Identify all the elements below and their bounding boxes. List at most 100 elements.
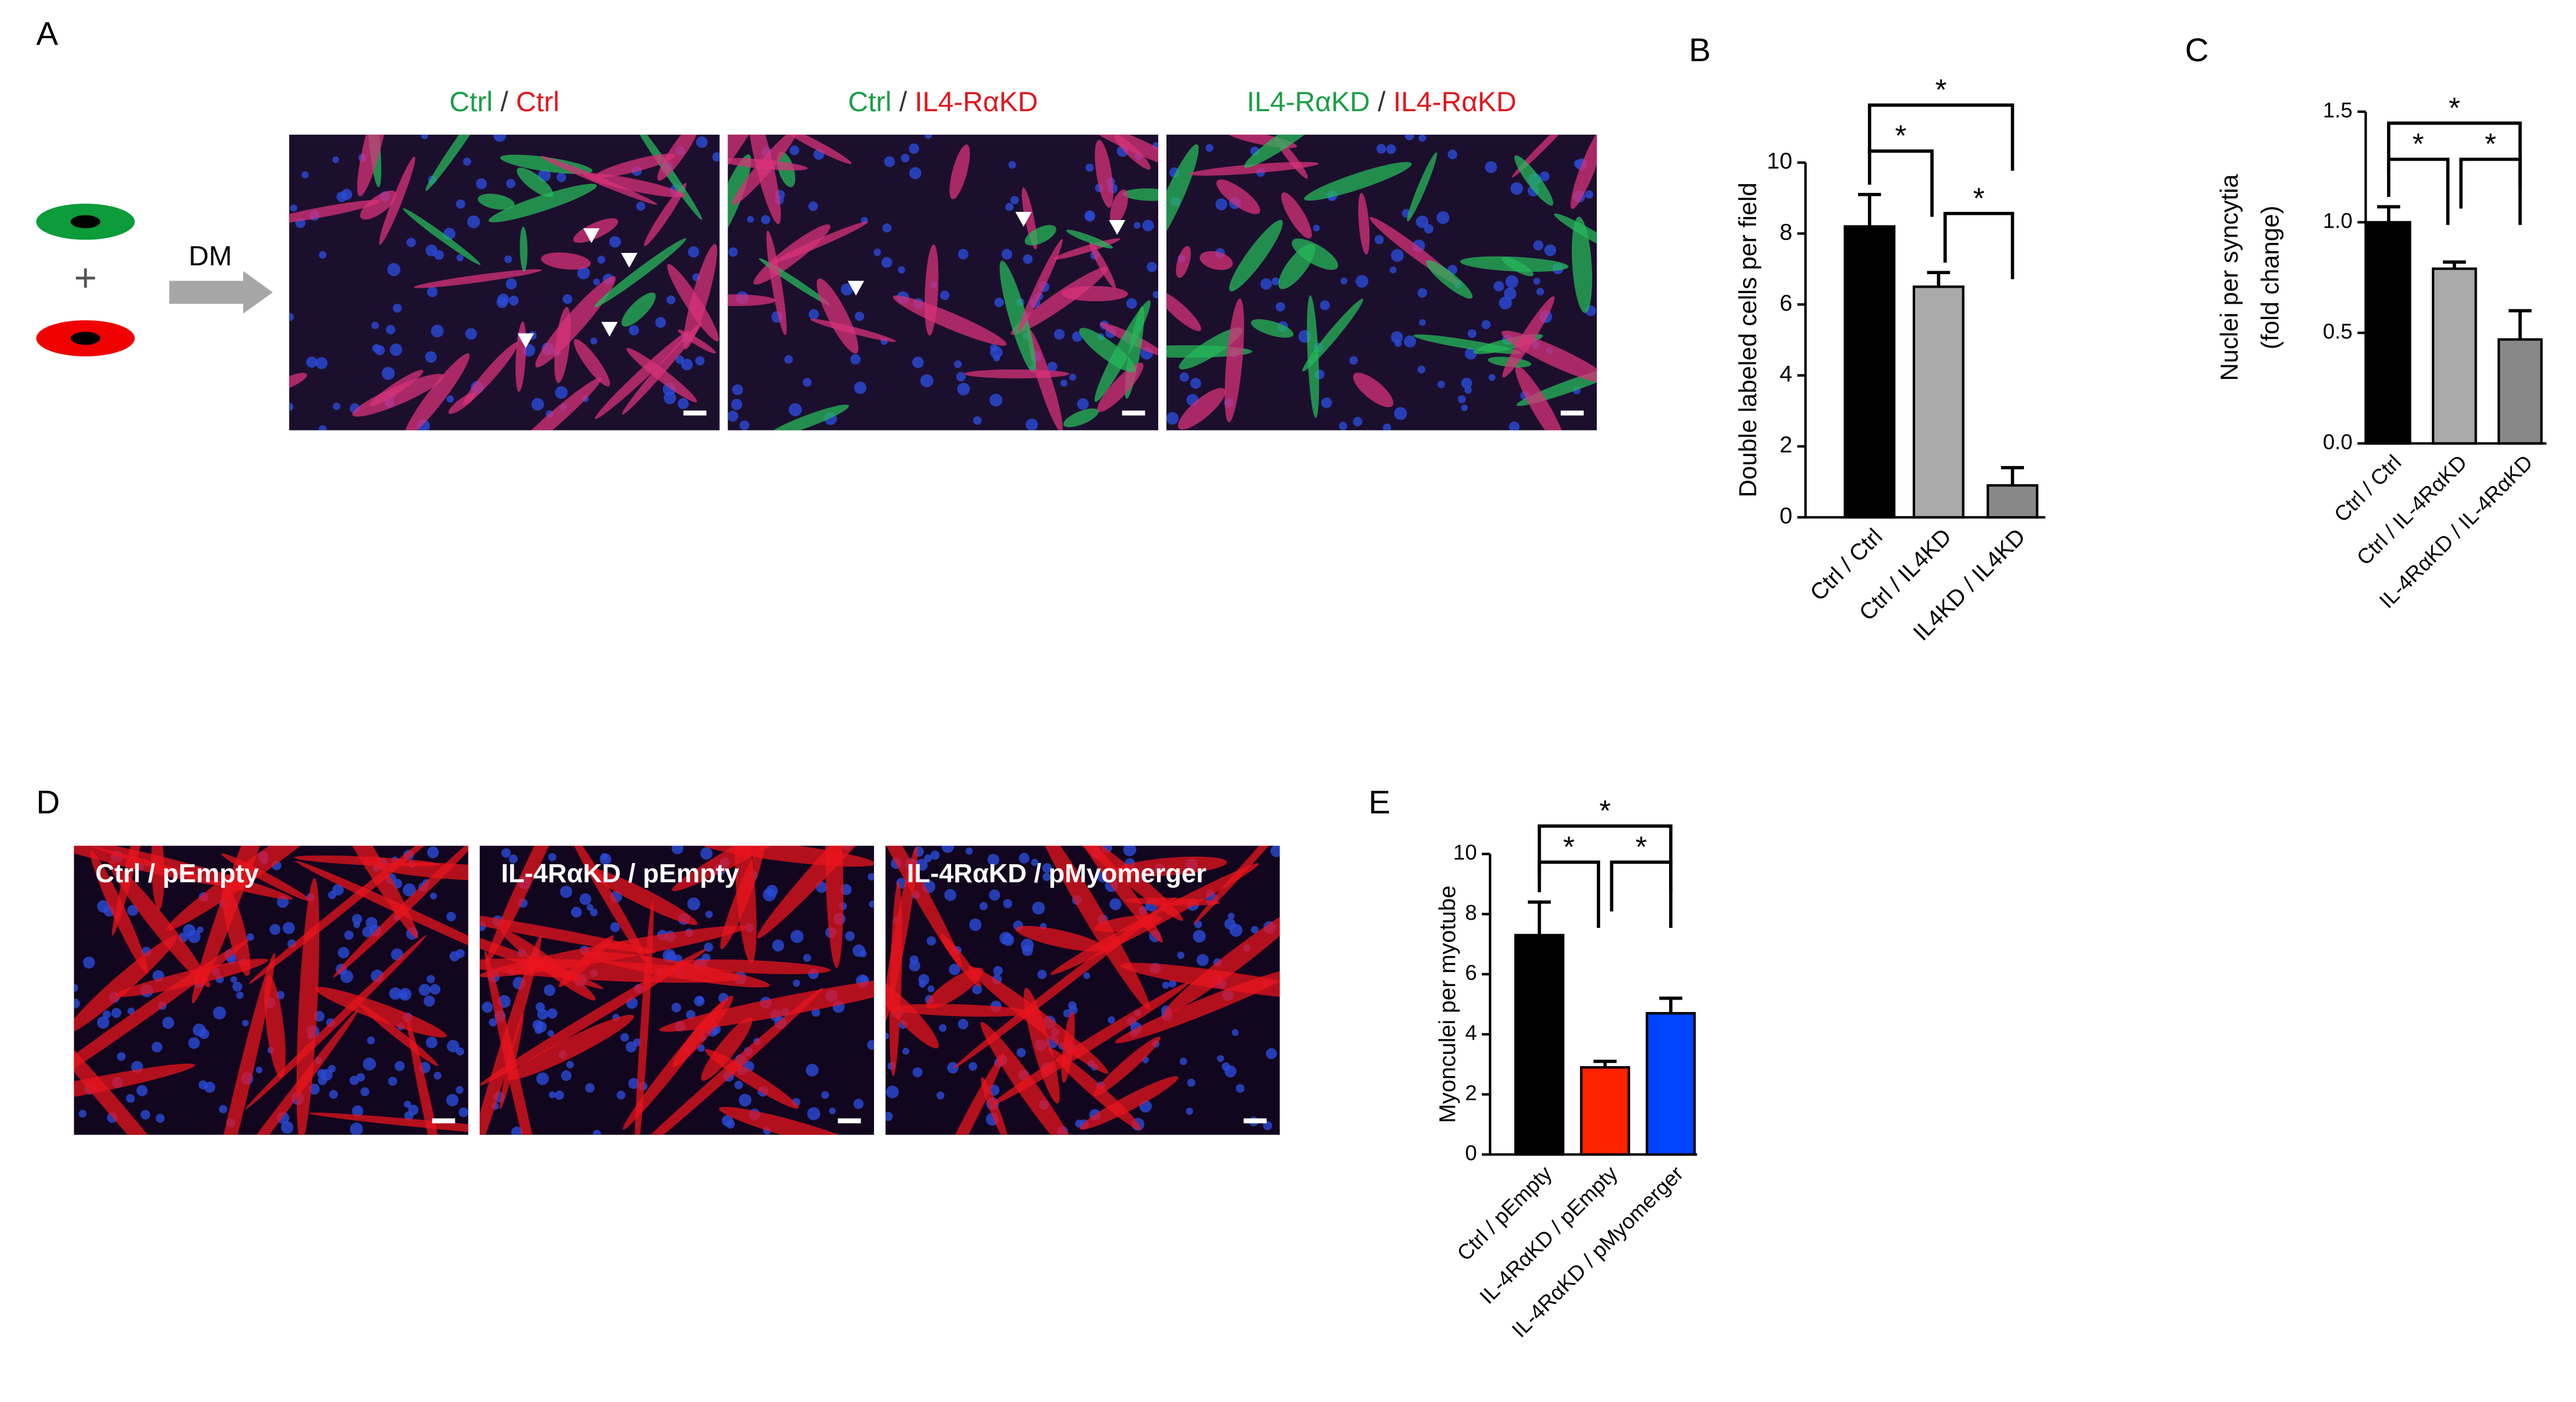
nucleus: [989, 889, 1001, 901]
nucleus: [885, 1033, 889, 1040]
nucleus: [456, 254, 464, 262]
cell: [594, 331, 689, 419]
nucleus: [83, 956, 95, 969]
cell: [1514, 155, 1554, 206]
nucleus: [1271, 277, 1280, 286]
nucleus: [1221, 1062, 1231, 1071]
significance-label: *: [1895, 119, 1907, 152]
nucleus: [1404, 335, 1417, 348]
nucleus: [898, 266, 905, 274]
cell: [1189, 162, 1319, 176]
cell: [774, 221, 868, 262]
micrograph: [289, 134, 720, 431]
nucleus: [1457, 395, 1466, 404]
nucleus: [97, 900, 110, 913]
cell: [448, 392, 477, 414]
cell: [289, 200, 381, 225]
nucleus: [332, 156, 340, 164]
cell: [554, 307, 571, 383]
nucleus: [881, 257, 892, 268]
significance-bracket: [1867, 103, 2015, 171]
nucleus: [456, 1047, 464, 1056]
nucleus: [136, 1085, 148, 1097]
nucleus: [1021, 938, 1034, 952]
micrograph: [74, 845, 468, 1135]
nucleus: [873, 248, 881, 257]
caption-part: Ctrl: [848, 86, 892, 117]
nucleus: [1404, 134, 1414, 141]
nucleus: [965, 847, 973, 855]
cell: [825, 845, 844, 968]
nucleus: [1005, 202, 1014, 211]
nucleus: [1192, 930, 1206, 943]
nucleus: [488, 1018, 497, 1027]
nucleus: [333, 402, 341, 410]
nucleus: [850, 354, 861, 365]
nucleus: [987, 854, 999, 866]
cell: [1011, 267, 1108, 335]
nucleus: [909, 143, 919, 154]
nucleus: [747, 216, 754, 223]
nucleus: [926, 936, 936, 946]
cell: [1125, 897, 1221, 906]
cell: [1216, 179, 1261, 214]
cell: [207, 953, 275, 1135]
cell: [221, 883, 251, 976]
nucleus: [403, 883, 416, 897]
arrowhead: [517, 333, 534, 348]
nucleus: [969, 918, 982, 931]
image-bg: [289, 134, 720, 431]
nucleus: [1032, 901, 1045, 915]
significance-label: *: [1599, 794, 1611, 827]
nucleus: [916, 858, 928, 871]
bar: [1580, 1066, 1630, 1156]
nucleus: [1313, 224, 1320, 232]
nucleus: [928, 985, 935, 993]
cell: [953, 897, 1176, 1069]
bar: [1514, 934, 1565, 1156]
cell: [404, 353, 470, 431]
micrographs: [74, 134, 1597, 1135]
cell: [1407, 152, 1437, 222]
nucleus: [803, 954, 812, 962]
nucleus: [727, 411, 739, 422]
nucleus: [508, 854, 518, 864]
nucleus: [371, 321, 379, 329]
nucleus: [973, 416, 982, 425]
cell: [596, 154, 676, 178]
nucleus: [197, 926, 204, 933]
cell: [296, 878, 320, 1135]
y-axis-label: Myonculei per myotube: [1435, 885, 1460, 1123]
nucleus: [968, 1062, 978, 1071]
cell: [87, 845, 293, 900]
nucleus: [456, 199, 466, 209]
y-axis-label: Nuclei per syncytia: [2215, 174, 2243, 381]
nucleus: [909, 960, 920, 972]
nucleus: [855, 311, 865, 321]
cell: [1083, 134, 1158, 171]
significance-label: *: [1563, 830, 1575, 863]
cell: [1176, 246, 1191, 278]
nucleus: [821, 1091, 829, 1099]
nucleus: [705, 910, 713, 918]
nucleus: [566, 1061, 574, 1068]
nucleus: [430, 984, 441, 995]
nucleus: [972, 984, 982, 994]
nucleus: [198, 1028, 210, 1040]
nucleus: [586, 904, 594, 911]
nucleus: [1134, 222, 1141, 229]
nucleus: [1376, 144, 1387, 154]
nucleus: [255, 1066, 262, 1074]
y-tick-label: 8: [1780, 219, 1793, 245]
cell: [1095, 139, 1114, 208]
arrowhead: [583, 228, 600, 244]
y-tick-label: 1.5: [2323, 98, 2352, 122]
nucleus: [426, 975, 435, 984]
cell: [1358, 192, 1370, 255]
cell: [486, 845, 575, 965]
nucleus: [949, 964, 960, 975]
nucleus: [840, 283, 853, 296]
bar: [2366, 221, 2412, 445]
nucleus: [1355, 275, 1368, 288]
cell: [1353, 372, 1394, 408]
